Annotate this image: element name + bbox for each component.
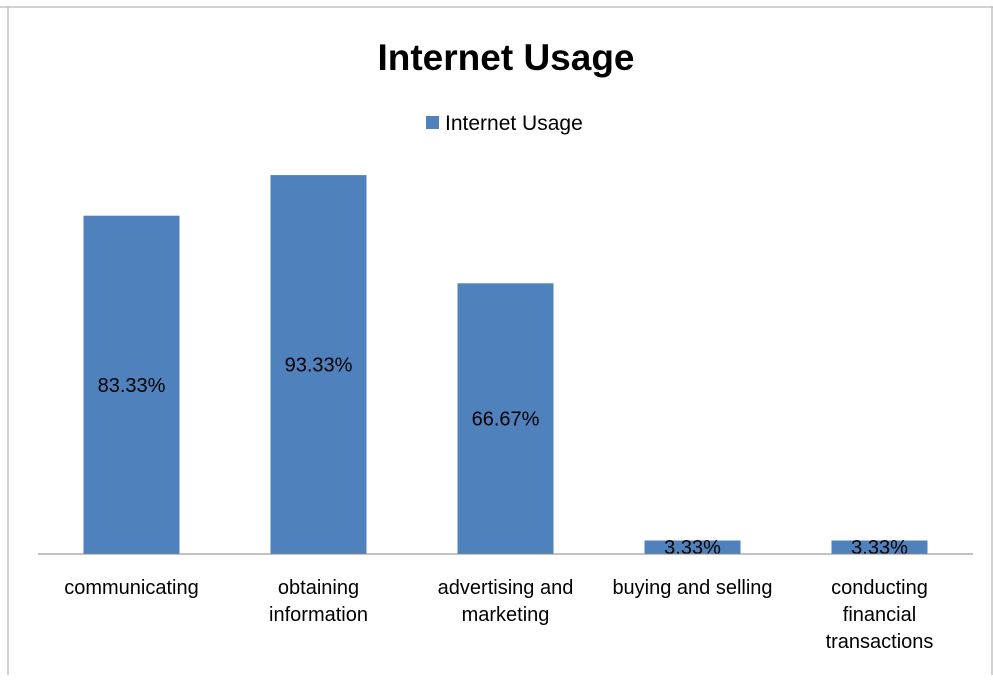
legend-label: Internet Usage bbox=[445, 112, 583, 135]
data-label-0: 83.33% bbox=[98, 375, 166, 397]
category-label-1: obtaining information bbox=[269, 577, 368, 626]
category-labels-group: communicating obtaining information adverti… bbox=[64, 577, 933, 653]
category-label-3: buying and selling bbox=[612, 577, 772, 599]
data-label-4: 3.33% bbox=[851, 537, 908, 559]
category-label-0-line-0: communicating bbox=[64, 577, 199, 599]
category-label-4-line-1: financial bbox=[843, 604, 916, 626]
category-label-2: advertising and marketing bbox=[438, 577, 574, 626]
category-label-2-line-1: marketing bbox=[462, 604, 550, 626]
data-label-2: 66.67% bbox=[472, 409, 540, 431]
data-label-1: 93.33% bbox=[285, 355, 353, 377]
chart-title: Internet Usage bbox=[377, 37, 634, 78]
legend: Internet Usage bbox=[426, 112, 583, 135]
category-label-3-line-0: buying and selling bbox=[612, 577, 772, 599]
category-label-0: communicating bbox=[64, 577, 199, 599]
category-label-2-line-0: advertising and bbox=[438, 577, 574, 599]
legend-swatch bbox=[426, 116, 439, 129]
category-label-1-line-1: information bbox=[269, 604, 368, 626]
category-label-1-line-0: obtaining bbox=[278, 577, 359, 599]
category-label-4-line-2: transactions bbox=[826, 631, 934, 653]
data-label-3: 3.33% bbox=[664, 537, 721, 559]
bars-group bbox=[84, 175, 928, 554]
category-label-4-line-0: conducting bbox=[831, 577, 928, 599]
category-label-4: conducting financial transactions bbox=[826, 577, 934, 653]
